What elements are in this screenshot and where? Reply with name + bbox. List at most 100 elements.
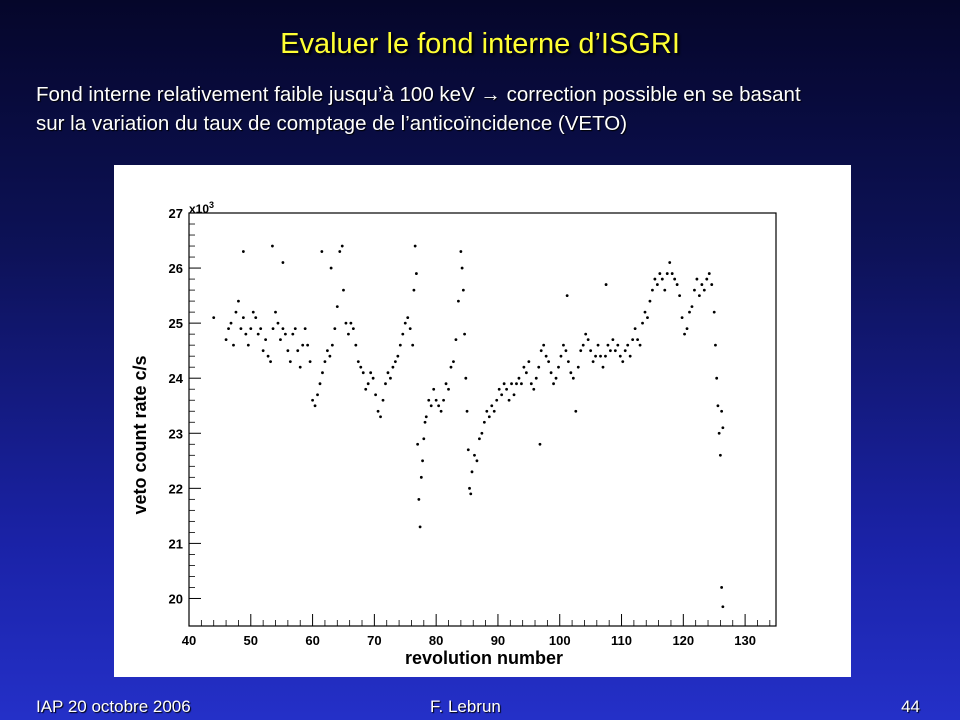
- data-point: [589, 349, 593, 353]
- data-point: [411, 343, 415, 347]
- data-point: [229, 321, 233, 325]
- data-point: [254, 316, 258, 320]
- data-point: [444, 382, 448, 386]
- data-point: [495, 398, 499, 402]
- data-point: [408, 327, 412, 331]
- footer-page-number: 44: [901, 697, 920, 716]
- data-point: [490, 404, 494, 408]
- subtitle-line-1: Fond interne relativement faible jusqu’à…: [36, 83, 801, 106]
- data-point: [283, 332, 287, 336]
- data-point: [391, 365, 395, 369]
- data-point: [379, 415, 382, 419]
- data-point: [668, 261, 672, 264]
- data-point: [470, 470, 474, 474]
- data-point: [424, 415, 428, 419]
- data-point: [249, 327, 253, 331]
- data-point: [274, 310, 277, 314]
- data-point: [552, 382, 555, 386]
- data-point: [251, 310, 255, 314]
- data-point: [239, 327, 243, 331]
- data-point: [660, 277, 664, 281]
- data-point: [721, 426, 725, 430]
- data-point: [224, 338, 228, 342]
- data-point: [576, 365, 580, 369]
- data-point: [468, 486, 471, 490]
- data-point: [232, 343, 235, 347]
- data-point: [264, 338, 268, 342]
- data-point: [638, 343, 642, 347]
- data-point: [320, 250, 324, 253]
- data-point: [604, 283, 608, 286]
- data-point: [418, 525, 422, 529]
- data-point: [234, 310, 238, 314]
- data-point: [705, 277, 709, 281]
- veto-rate-chart: 40 50 60 70 80 90 100 110 120 130 20 21 22 23 24 25 26 27…: [130, 200, 777, 668]
- data-point: [246, 343, 250, 347]
- data-point: [298, 365, 302, 369]
- data-point: [452, 360, 455, 364]
- data-point: [631, 338, 635, 342]
- data-point: [459, 250, 463, 253]
- data-point: [376, 409, 380, 413]
- data-point: [434, 398, 438, 402]
- data-point: [678, 294, 682, 297]
- data-point: [482, 420, 486, 424]
- data-point: [396, 354, 400, 358]
- data-point: [308, 360, 312, 364]
- data-point: [439, 409, 443, 413]
- data-point: [406, 316, 410, 320]
- data-point: [301, 343, 305, 347]
- data-point: [604, 354, 607, 358]
- data-point: [271, 327, 275, 331]
- data-point: [542, 343, 546, 347]
- data-point: [437, 404, 441, 408]
- data-point: [633, 327, 637, 331]
- data-point: [442, 398, 445, 402]
- data-point: [574, 409, 578, 413]
- x-tick-label: 100: [549, 633, 571, 648]
- data-point: [623, 349, 627, 353]
- data-point: [279, 338, 282, 342]
- data-point: [693, 288, 696, 292]
- y-tick-label: 27: [169, 206, 183, 221]
- data-point: [714, 343, 717, 347]
- y-tick-label: 21: [169, 536, 183, 551]
- data-point: [702, 288, 706, 292]
- x-tick-label: 60: [305, 633, 319, 648]
- x-tick-label: 40: [182, 633, 196, 648]
- data-point: [520, 382, 523, 386]
- data-point: [646, 316, 649, 320]
- axes-layer: 40 50 60 70 80 90 100 110 120 130 20 21 22 23 24 25 26 27: [169, 206, 777, 648]
- data-point: [485, 409, 489, 413]
- data-point: [532, 387, 536, 391]
- data-point: [512, 393, 516, 397]
- data-point: [554, 376, 558, 380]
- data-point: [529, 382, 533, 386]
- data-point: [276, 321, 280, 325]
- data-point: [562, 343, 565, 347]
- data-point: [581, 343, 585, 347]
- data-point: [688, 310, 691, 314]
- data-point: [675, 283, 679, 286]
- data-point: [524, 371, 528, 375]
- data-point: [414, 272, 418, 275]
- data-point: [695, 277, 699, 281]
- data-point: [461, 288, 465, 292]
- data-point: [584, 332, 588, 336]
- data-point: [342, 288, 345, 292]
- data-point: [564, 349, 568, 353]
- data-point: [700, 283, 704, 286]
- data-point: [571, 376, 575, 380]
- data-point: [266, 354, 270, 358]
- data-point: [594, 354, 597, 358]
- y-tick-label: 25: [169, 316, 183, 331]
- y-tick-label: 23: [169, 426, 183, 441]
- data-point: [429, 404, 433, 408]
- data-point: [609, 349, 612, 353]
- data-point: [670, 272, 674, 275]
- data-point: [613, 349, 617, 353]
- data-point: [313, 404, 317, 408]
- data-point: [547, 360, 551, 364]
- data-point: [643, 310, 647, 314]
- data-point: [718, 453, 722, 457]
